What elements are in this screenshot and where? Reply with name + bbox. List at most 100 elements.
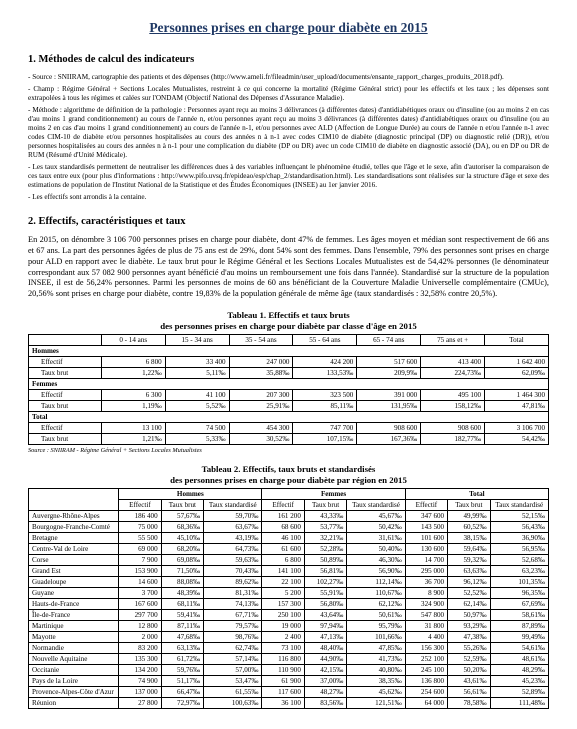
group-row: Total [29,411,549,422]
sub-head: Taux brut [304,499,346,510]
cell: 56,80‰ [304,598,346,609]
cell: 59,64‰ [448,543,490,554]
cell: 5,33‰ [165,433,229,444]
cell: 50,20‰ [448,664,490,675]
cell: 31,61‰ [347,532,405,543]
cell: 55,26‰ [448,642,490,653]
cell: 64,73‰ [204,543,262,554]
table-row: Taux brut1,21‰5,33‰30,52‰107,15‰167,36‰1… [29,433,549,444]
sub-head: Taux standardisé [204,499,262,510]
sub-head: Taux standardisé [347,499,405,510]
table-row: Réunion27 80072,97‰100,63‰36 10083,56‰12… [29,697,549,708]
cell: 50,97‰ [448,609,490,620]
cell: 48,61‰ [490,653,548,664]
cell: 93,29‰ [448,620,490,631]
cell: 63,13‰ [161,642,203,653]
cell: 38,35‰ [347,675,405,686]
col-head: 55 - 64 ans [293,334,357,345]
cell: 59,70‰ [204,510,262,521]
cell: 40,80‰ [347,664,405,675]
cell: 5,52‰ [165,400,229,411]
table-row: Île-de-France297 70059,41‰67,71‰250 1004… [29,609,549,620]
cell: 1 642 400 [485,356,549,367]
cell: 19 000 [262,620,304,631]
table-row: Effectif6 30041 100207 300323 500391 000… [29,389,549,400]
cell: 117 600 [262,686,304,697]
cell: 52,28‰ [304,543,346,554]
cell: 908 600 [357,422,421,433]
cell: 137 000 [119,686,161,697]
cell: 44,90‰ [304,653,346,664]
cell: 495 100 [421,389,485,400]
cell: 36,90‰ [490,532,548,543]
cell: 131,95‰ [357,400,421,411]
cell: 27 800 [119,697,161,708]
cell: 13 100 [101,422,165,433]
cell: 87,89‰ [490,620,548,631]
region-label: Bretagne [29,532,119,543]
cell: 35,88‰ [229,367,293,378]
cell: 61,55‰ [204,686,262,697]
group-row: Femmes [29,378,549,389]
cell: 250 100 [262,609,304,620]
cell: 48,39‰ [161,587,203,598]
cell: 143 500 [405,521,447,532]
cell: 2 400 [262,631,304,642]
cell: 96,35‰ [490,587,548,598]
cell: 112,14‰ [347,576,405,587]
cell: 186 400 [119,510,161,521]
cell: 14 600 [119,576,161,587]
region-label: Hauts-de-France [29,598,119,609]
row-label: Effectif [29,422,102,433]
method-bullet: - Source : SNIIRAM, cartographie des pat… [28,73,549,82]
cell: 54,42‰ [485,433,549,444]
sub-head: Effectif [119,499,161,510]
cell: 56,43‰ [490,521,548,532]
cell: 121,51‰ [347,697,405,708]
sub-head: Effectif [262,499,304,510]
cell: 6 800 [101,356,165,367]
group-head: Femmes [262,488,405,499]
cell: 547 800 [405,609,447,620]
cell: 347 600 [405,510,447,521]
region-label: Pays de la Loire [29,675,119,686]
cell: 5 200 [262,587,304,598]
cell: 67,69‰ [490,598,548,609]
cell: 101 600 [405,532,447,543]
cell: 209,9‰ [357,367,421,378]
cell: 1,19‰ [101,400,165,411]
cell: 3 106 700 [485,422,549,433]
cell: 36 700 [405,576,447,587]
table-row: Taux brut1,19‰5,52‰25,91‰85,11‰131,95‰15… [29,400,549,411]
cell: 50,61‰ [347,609,405,620]
cell: 62,12‰ [347,598,405,609]
cell: 98,76‰ [204,631,262,642]
cell: 413 400 [421,356,485,367]
cell: 61 900 [262,675,304,686]
cell: 133,53‰ [293,367,357,378]
cell: 57,00‰ [204,664,262,675]
table-row: Bourgogne-Franche-Comté75 00068,36‰63,67… [29,521,549,532]
cell: 81,31‰ [204,587,262,598]
cell: 89,62‰ [204,576,262,587]
cell: 33 400 [165,356,229,367]
cell: 48,40‰ [304,642,346,653]
cell: 167,36‰ [357,433,421,444]
table-row: Centre-Val de Loire69 00068,20‰64,73‰61 … [29,543,549,554]
cell: 454 300 [229,422,293,433]
cell: 46 100 [262,532,304,543]
cell: 43,64‰ [304,609,346,620]
cell: 12 800 [119,620,161,631]
sub-head: Effectif [405,499,447,510]
region-label: Centre-Val de Loire [29,543,119,554]
cell: 101,35‰ [490,576,548,587]
cell: 323 500 [293,389,357,400]
cell: 254 600 [405,686,447,697]
table2-group-row: Hommes Femmes Total [29,488,549,499]
cell: 42,15‰ [304,664,346,675]
cell: 69 000 [119,543,161,554]
cell: 14 700 [405,554,447,565]
cell: 73 100 [262,642,304,653]
cell: 182,77‰ [421,433,485,444]
table-row: Corse7 90069,08‰59,63‰6 80050,89‰46,30‰1… [29,554,549,565]
